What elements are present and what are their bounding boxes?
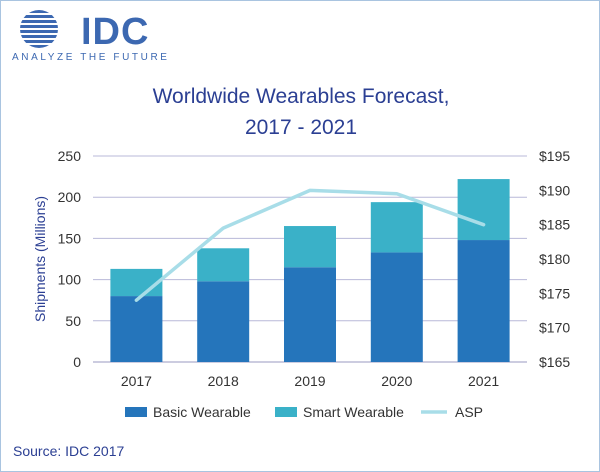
y-tick-label: 200: [58, 189, 82, 205]
y2-tick-label: $170: [539, 320, 570, 336]
bar-smart-wearable: [370, 202, 423, 253]
bar-smart-wearable: [284, 226, 336, 268]
legend-label-asp: ASP: [455, 404, 483, 420]
y-tick-label: 0: [73, 354, 81, 370]
chart-title-line1: Worldwide Wearables Forecast,: [152, 85, 450, 108]
bar-basic-wearable: [370, 252, 423, 362]
y-tick-label: 100: [58, 272, 82, 288]
bar-basic-wearable: [457, 240, 510, 362]
legend-swatch-smart-wearable: [275, 407, 297, 417]
y2-tick-label: $185: [539, 217, 570, 233]
wearables-chart: 0 50 100 150 200 250 $165 $170 $175 $180 $185 $190 $…: [32, 148, 570, 420]
y2-tick-label: $180: [539, 251, 570, 267]
x-tick-label: 2017: [121, 373, 152, 389]
x-tick-label: 2019: [294, 373, 325, 389]
x-tick-label: 2020: [381, 373, 412, 389]
bar-basic-wearable: [197, 281, 250, 362]
idc-logo: IDC ANALYZE THE FUTURE: [11, 9, 181, 64]
bar-smart-wearable: [457, 179, 510, 241]
asp-line: [134, 188, 486, 302]
bar-smart-wearable: [110, 268, 163, 297]
bar-basic-wearable: [110, 296, 163, 362]
y2-tick-label: $195: [539, 148, 570, 164]
legend-label-basic-wearable: Basic Wearable: [153, 404, 251, 420]
y-tick-label: 250: [58, 148, 82, 164]
logo-tagline: ANALYZE THE FUTURE: [12, 52, 170, 63]
chart-title-line2: 2017 - 2021: [244, 116, 358, 139]
logo-wordmark: IDC: [81, 11, 150, 53]
y2-tick-label: $165: [539, 354, 570, 370]
y2-tick-label: $190: [539, 182, 570, 198]
y2-tick-label: $175: [539, 285, 570, 301]
y-tick-label: 150: [58, 230, 82, 246]
legend-swatch-basic-wearable: [125, 407, 147, 417]
legend-label-smart-wearable: Smart Wearable: [303, 404, 404, 420]
y-tick-label: 50: [65, 313, 81, 329]
y-axis-label: Shipments (Millions): [32, 196, 48, 322]
globe-icon: [20, 10, 58, 48]
bar-smart-wearable: [197, 248, 250, 282]
x-tick-label: 2021: [468, 373, 499, 389]
bar-basic-wearable: [284, 267, 336, 362]
source-note: Source: IDC 2017: [13, 443, 125, 459]
x-tick-label: 2018: [208, 373, 239, 389]
